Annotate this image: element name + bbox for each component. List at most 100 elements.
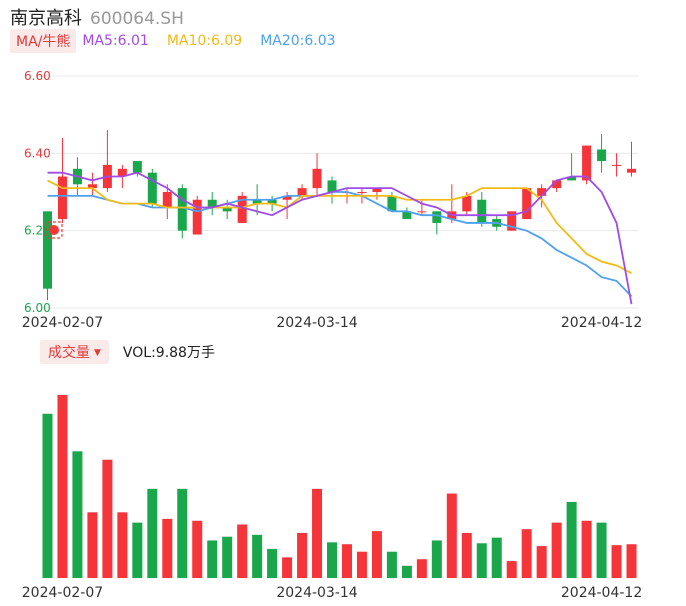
volume-legend: 成交量 ▼ VOL:9.88万手 xyxy=(40,340,215,364)
candle-body xyxy=(417,211,427,213)
volume-bar xyxy=(237,524,248,578)
volume-bar xyxy=(102,459,113,578)
volume-bar xyxy=(461,532,472,578)
volume-bar xyxy=(446,493,457,578)
ma5-value: MA5:6.01 xyxy=(82,33,149,49)
x-tick-label: 2024-04-12 xyxy=(561,585,642,601)
volume-bar xyxy=(192,520,203,578)
moving-average-lines xyxy=(47,171,633,305)
ma-toggle-button[interactable]: MA/牛熊 xyxy=(10,29,77,53)
candle-body xyxy=(327,180,337,192)
volume-bar xyxy=(371,531,382,578)
y-tick-label: 6.40 xyxy=(24,146,51,160)
volume-bar xyxy=(521,529,532,578)
volume-value: VOL:9.88万手 xyxy=(122,345,215,361)
candle-body xyxy=(522,188,532,220)
volume-bar xyxy=(177,488,188,578)
volume-bar xyxy=(222,536,233,578)
y-tick-label: 6.2 xyxy=(24,224,43,238)
candle-body xyxy=(162,192,172,208)
candle-body xyxy=(477,199,487,223)
volume-bar xyxy=(327,542,338,578)
stock-name: 南京高科 xyxy=(10,8,82,29)
ma10-line xyxy=(47,179,632,274)
price-axis-labels: 6.60 6.40 6.00 6.2 xyxy=(24,69,51,315)
volume-bar xyxy=(626,544,637,578)
volume-bar xyxy=(431,540,442,578)
volume-bar xyxy=(87,512,98,578)
volume-bar xyxy=(147,488,158,578)
candle-body xyxy=(192,199,202,235)
candle-body xyxy=(582,145,592,181)
candle-body xyxy=(117,168,127,177)
volume-bar xyxy=(162,518,173,578)
candle-body xyxy=(132,161,142,173)
volume-bar xyxy=(297,532,308,578)
caret-down-icon: ▼ xyxy=(94,348,101,358)
volume-series xyxy=(42,395,637,578)
volume-bar xyxy=(341,544,352,578)
price-grid xyxy=(40,75,639,309)
candle-body xyxy=(57,176,67,220)
ma20-value: MA20:6.03 xyxy=(260,33,336,49)
candle-body xyxy=(252,199,262,204)
price-date-axis: 2024-02-07 2024-03-14 2024-04-12 xyxy=(22,315,642,331)
volume-bar xyxy=(581,520,592,578)
candle-body xyxy=(537,188,547,196)
volume-bar xyxy=(132,522,143,578)
candle-body xyxy=(372,188,382,192)
volume-bar xyxy=(386,551,397,578)
volume-bar xyxy=(416,559,427,578)
title-row: 南京高科 600064.SH xyxy=(10,4,184,29)
candle-body xyxy=(312,168,322,189)
candle-body xyxy=(357,192,367,193)
volume-bar xyxy=(207,540,218,578)
ma10-value: MA10:6.09 xyxy=(166,33,243,49)
candle-body xyxy=(567,176,577,181)
volume-bar xyxy=(72,451,83,578)
event-marker-icon xyxy=(49,225,59,235)
x-tick-label: 2024-02-07 xyxy=(22,315,103,331)
volume-bar xyxy=(596,522,607,578)
volume-bar xyxy=(476,543,487,578)
candle-body xyxy=(462,195,472,212)
candle-body xyxy=(402,211,412,220)
y-tick-label: 6.60 xyxy=(24,69,51,83)
volume-bar xyxy=(551,522,562,578)
candle-body xyxy=(612,164,622,166)
y-tick-label: 6.00 xyxy=(24,301,51,315)
x-tick-label: 2024-04-12 xyxy=(561,315,642,331)
volume-bar xyxy=(491,537,502,578)
volume-bar xyxy=(611,545,622,578)
candlestick-series xyxy=(42,130,637,301)
event-badge[interactable] xyxy=(45,221,63,239)
volume-bar xyxy=(312,488,323,578)
candle-body xyxy=(222,207,232,212)
stock-code: 600064.SH xyxy=(90,9,184,29)
candle-body xyxy=(627,168,637,173)
x-tick-label: 2024-03-14 xyxy=(276,585,357,601)
volume-bar xyxy=(252,534,263,578)
candle-body xyxy=(597,149,607,162)
volume-bar xyxy=(42,413,53,578)
candle-body xyxy=(237,195,247,223)
candle-body xyxy=(267,199,277,204)
volume-bar xyxy=(566,501,577,578)
candle-body xyxy=(552,180,562,189)
candle-body xyxy=(282,195,292,200)
x-tick-label: 2024-03-14 xyxy=(276,315,357,331)
volume-indicator-dropdown[interactable]: 成交量 ▼ xyxy=(40,340,109,364)
volume-bar xyxy=(401,565,412,578)
candle-body xyxy=(87,184,97,189)
candle-body xyxy=(507,211,517,231)
ma5-line xyxy=(47,171,633,305)
volume-date-axis: 2024-02-07 2024-03-14 2024-04-12 xyxy=(22,585,642,601)
volume-bar xyxy=(536,546,547,578)
volume-bar xyxy=(282,557,293,578)
volume-bar xyxy=(57,395,68,578)
volume-bar xyxy=(267,548,278,578)
volume-bar xyxy=(117,512,128,578)
volume-bar xyxy=(506,561,517,578)
candle-body xyxy=(147,172,157,204)
